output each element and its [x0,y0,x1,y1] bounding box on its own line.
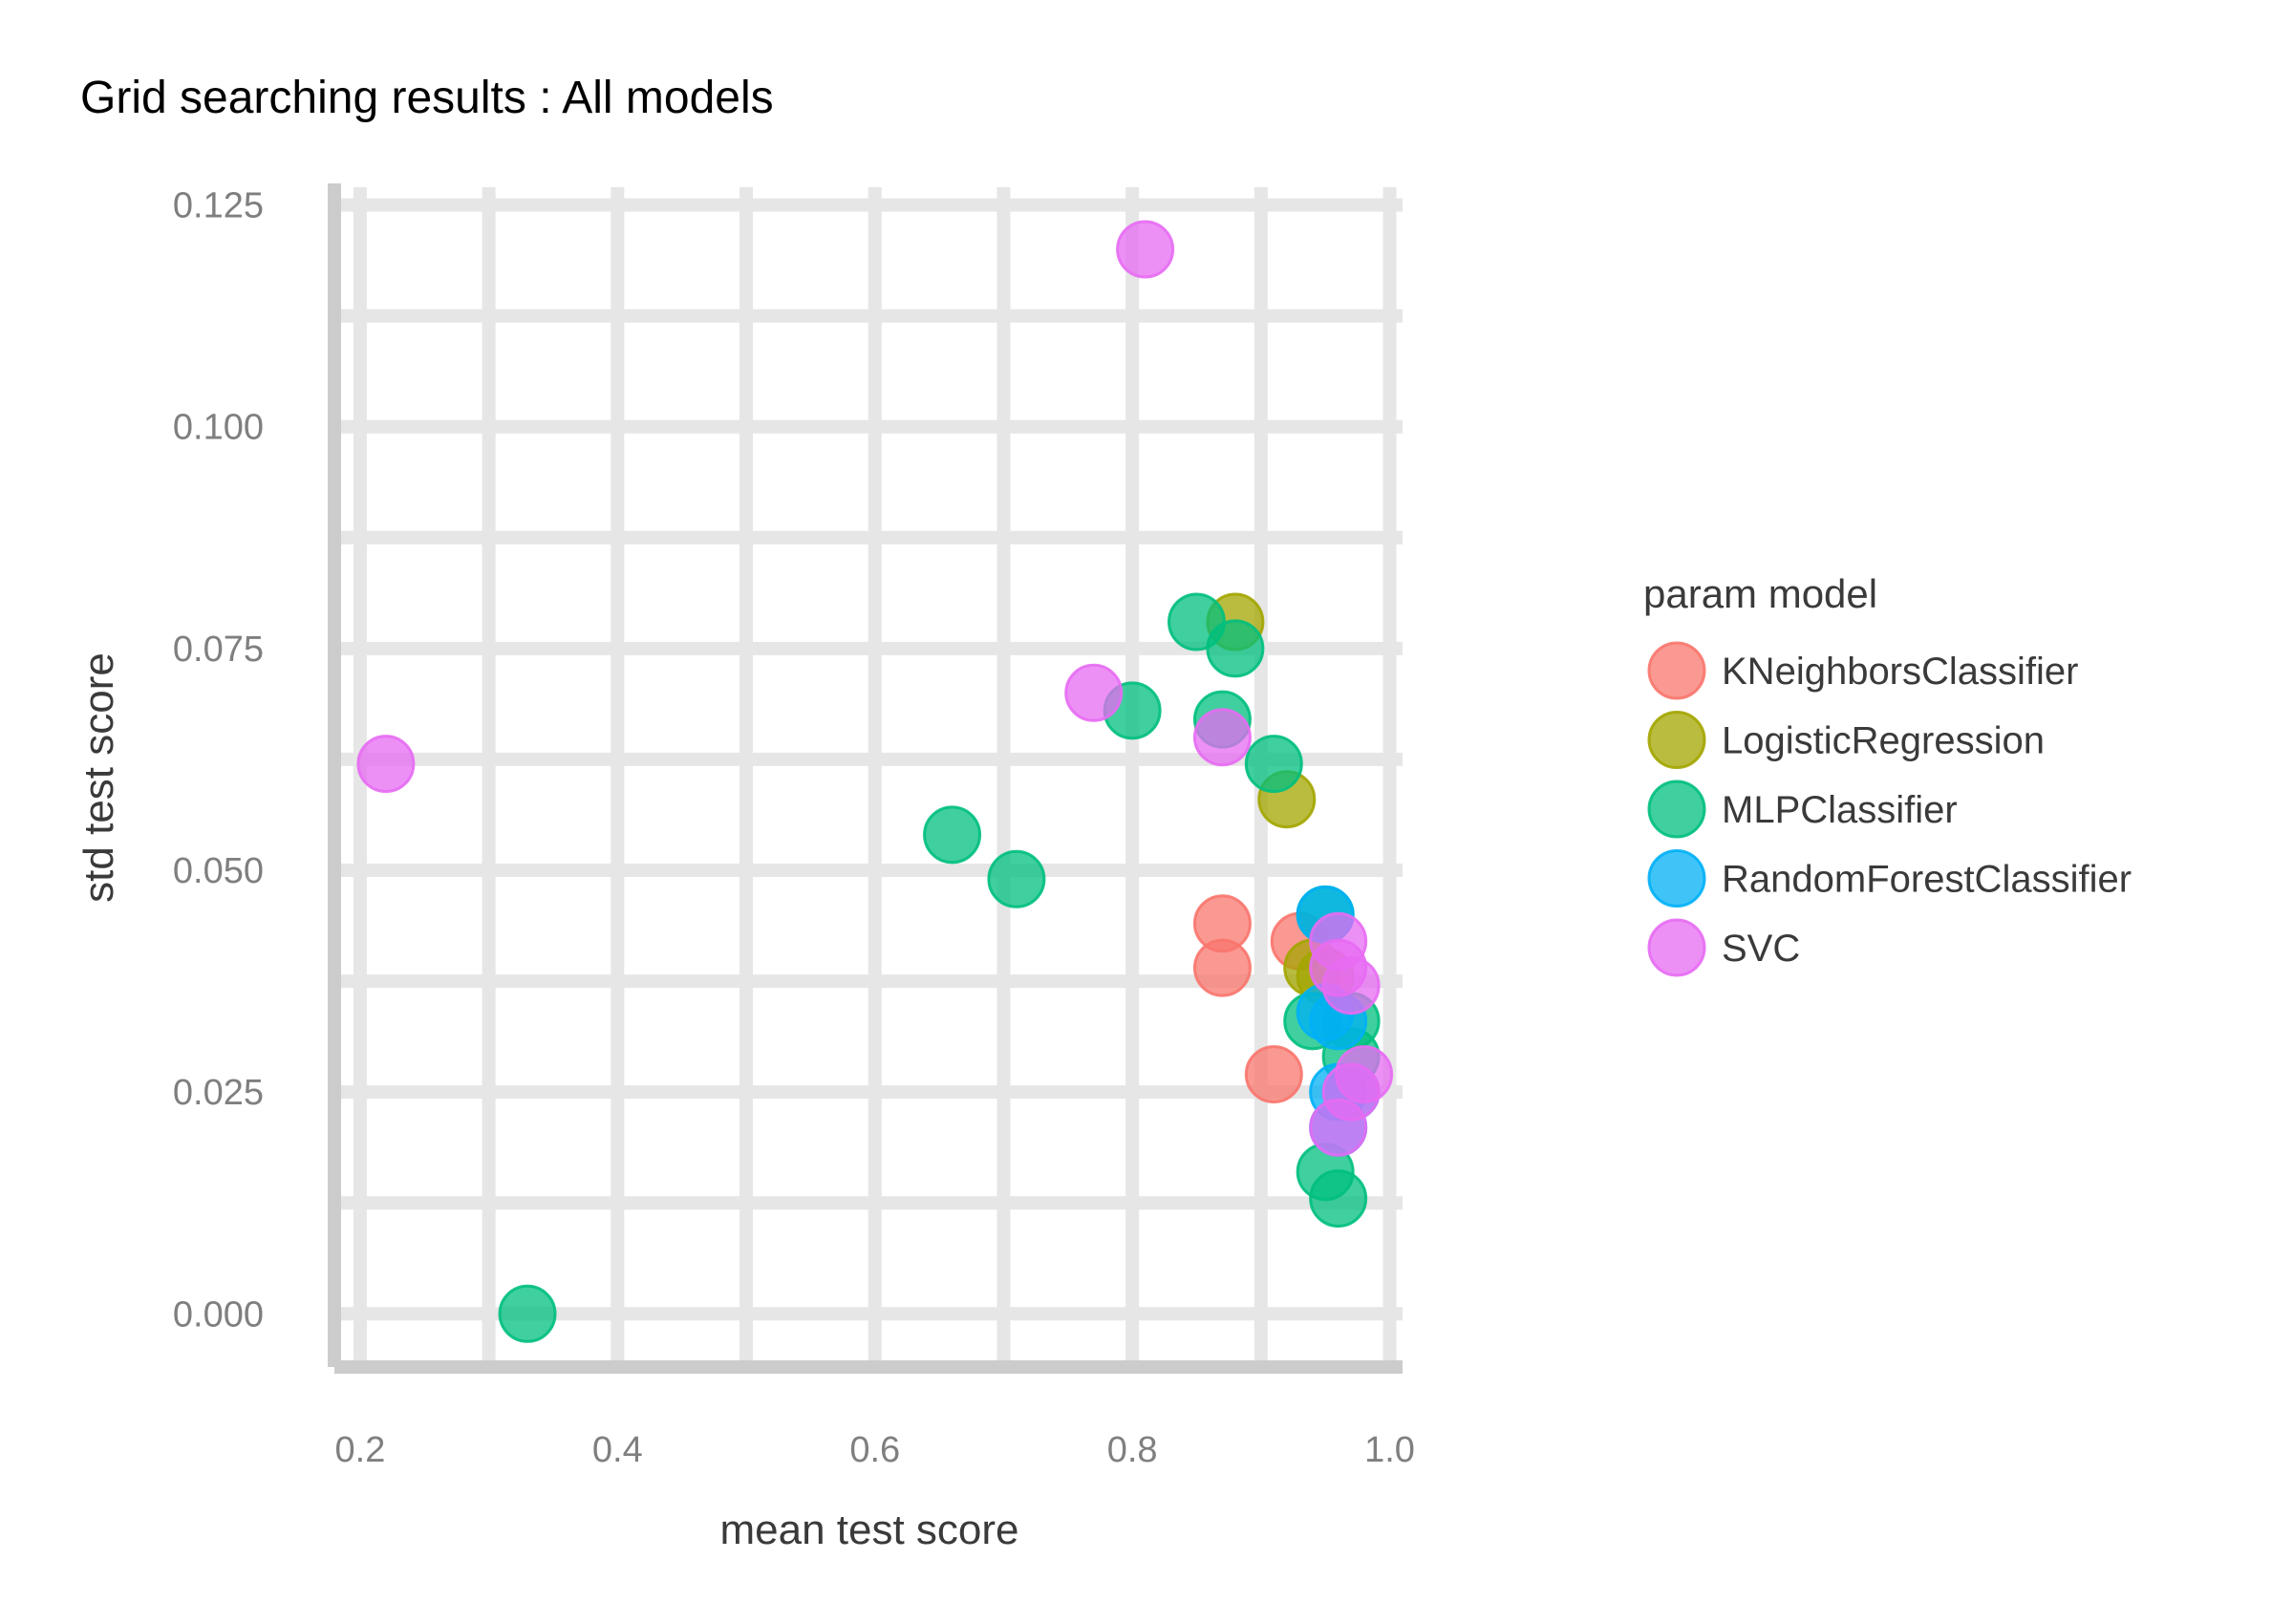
axis-layer [328,183,1403,1374]
y-tick-label: 0.125 [173,186,264,226]
legend-items: KNeighborsClassifier LogisticRegression ML… [1647,641,2132,977]
legend-item: RandomForestClassifier [1647,849,2132,908]
legend-title: param model [1643,571,1877,616]
legend-label: RandomForestClassifier [1722,859,2132,901]
legend-item: MLPClassifier [1647,780,1958,839]
legend-key [1647,641,1706,700]
y-axis-title: std test score [75,652,122,903]
legend-key [1647,780,1706,839]
point-svc [356,735,416,794]
legend-item: KNeighborsClassifier [1647,641,2078,700]
y-tick-label: 0.075 [173,630,264,670]
y-tick-label: 0.000 [173,1294,264,1335]
legend-label: MLPClassifier [1722,789,1958,831]
x-axis-title: mean test score [719,1506,1018,1553]
x-tick-label: 1.0 [1364,1430,1415,1470]
legend-label: LogisticRegression [1722,720,2045,762]
y-tick-label: 0.050 [173,851,264,891]
grid-layer [334,187,1403,1367]
point-svc [1192,708,1252,767]
point-svc [1321,956,1381,1015]
legend-item: SVC [1647,918,1800,977]
point-mlpclassifier [498,1284,557,1343]
chart-title: Grid searching results : All models [80,73,774,123]
point-mlpclassifier [987,849,1046,908]
legend-key [1647,711,1706,769]
x-tick-label: 0.8 [1107,1430,1158,1470]
legend: param model KNeighborsClassifier Logistic… [1643,571,2132,977]
point-mlpclassifier [1244,735,1303,794]
y-tick-label: 0.100 [173,408,264,448]
points-layer [356,220,1394,1343]
point-mlpclassifier [1309,1169,1368,1229]
point-mlpclassifier [1206,619,1265,678]
legend-key [1647,849,1706,908]
legend-label: SVC [1722,928,1800,970]
x-tick-label: 0.2 [335,1430,386,1470]
point-svc [1064,663,1124,722]
tick-layer: 0.2 0.4 0.6 0.8 1.0 0.000 0.025 0.050 0.075 0.100… [173,186,1415,1470]
y-tick-label: 0.025 [173,1073,264,1113]
point-kneighborsclassifier [1192,938,1252,997]
legend-key [1647,918,1706,977]
point-svc [1309,1098,1368,1157]
point-mlpclassifier [923,805,982,865]
legend-label: KNeighborsClassifier [1722,651,2078,693]
point-svc [1116,220,1175,279]
point-kneighborsclassifier [1244,1045,1303,1104]
x-tick-label: 0.4 [592,1430,643,1470]
legend-item: LogisticRegression [1647,711,2045,769]
x-tick-label: 0.6 [849,1430,900,1470]
